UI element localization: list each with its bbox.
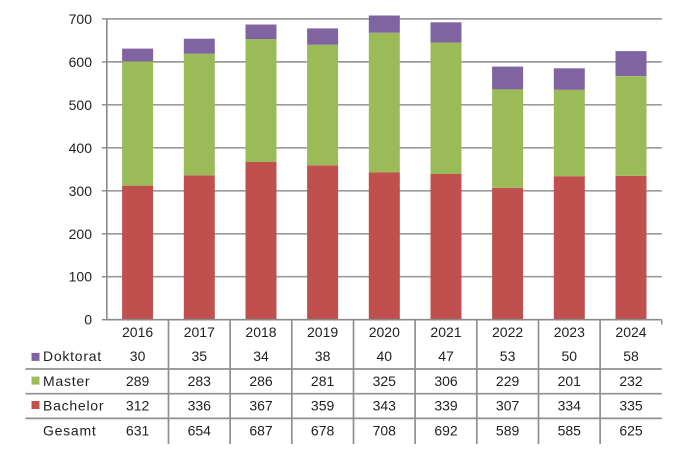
svg-text:678: 678: [311, 422, 335, 438]
svg-text:Doktorat: Doktorat: [43, 348, 102, 364]
svg-text:2016: 2016: [122, 324, 153, 340]
svg-text:343: 343: [373, 397, 397, 413]
svg-text:300: 300: [69, 183, 93, 199]
svg-text:687: 687: [249, 422, 273, 438]
svg-text:2019: 2019: [307, 324, 338, 340]
svg-text:286: 286: [249, 373, 273, 389]
svg-text:359: 359: [311, 397, 335, 413]
svg-text:Master: Master: [43, 373, 90, 389]
svg-text:336: 336: [188, 397, 212, 413]
svg-text:201: 201: [558, 373, 582, 389]
svg-text:625: 625: [619, 422, 643, 438]
svg-text:708: 708: [373, 422, 397, 438]
svg-text:35: 35: [192, 348, 208, 364]
svg-text:325: 325: [373, 373, 397, 389]
svg-text:600: 600: [69, 54, 93, 70]
svg-text:0: 0: [84, 312, 92, 328]
svg-text:589: 589: [496, 422, 520, 438]
svg-text:334: 334: [558, 397, 582, 413]
svg-text:50: 50: [562, 348, 578, 364]
svg-text:307: 307: [496, 397, 520, 413]
svg-text:289: 289: [126, 373, 150, 389]
svg-text:2021: 2021: [430, 324, 461, 340]
svg-text:700: 700: [69, 11, 93, 27]
svg-text:40: 40: [377, 348, 393, 364]
svg-text:631: 631: [126, 422, 150, 438]
svg-text:654: 654: [188, 422, 212, 438]
svg-text:367: 367: [249, 397, 273, 413]
svg-text:306: 306: [434, 373, 458, 389]
svg-text:312: 312: [126, 397, 150, 413]
svg-text:34: 34: [253, 348, 269, 364]
svg-text:692: 692: [434, 422, 458, 438]
svg-text:400: 400: [69, 140, 93, 156]
svg-text:38: 38: [315, 348, 331, 364]
svg-text:500: 500: [69, 97, 93, 113]
svg-text:232: 232: [619, 373, 643, 389]
svg-text:2022: 2022: [492, 324, 523, 340]
svg-text:283: 283: [188, 373, 212, 389]
svg-text:339: 339: [434, 397, 458, 413]
svg-text:2024: 2024: [615, 324, 646, 340]
svg-text:58: 58: [623, 348, 639, 364]
svg-text:335: 335: [619, 397, 643, 413]
svg-text:2023: 2023: [554, 324, 585, 340]
svg-text:Bachelor: Bachelor: [43, 397, 104, 413]
svg-text:Gesamt: Gesamt: [43, 422, 97, 438]
svg-text:53: 53: [500, 348, 516, 364]
svg-text:2020: 2020: [369, 324, 400, 340]
svg-text:2018: 2018: [245, 324, 276, 340]
svg-text:585: 585: [558, 422, 582, 438]
svg-text:47: 47: [438, 348, 454, 364]
svg-text:30: 30: [130, 348, 146, 364]
svg-text:200: 200: [69, 226, 93, 242]
svg-text:229: 229: [496, 373, 520, 389]
svg-text:100: 100: [69, 269, 93, 285]
svg-text:2017: 2017: [184, 324, 215, 340]
svg-text:281: 281: [311, 373, 335, 389]
